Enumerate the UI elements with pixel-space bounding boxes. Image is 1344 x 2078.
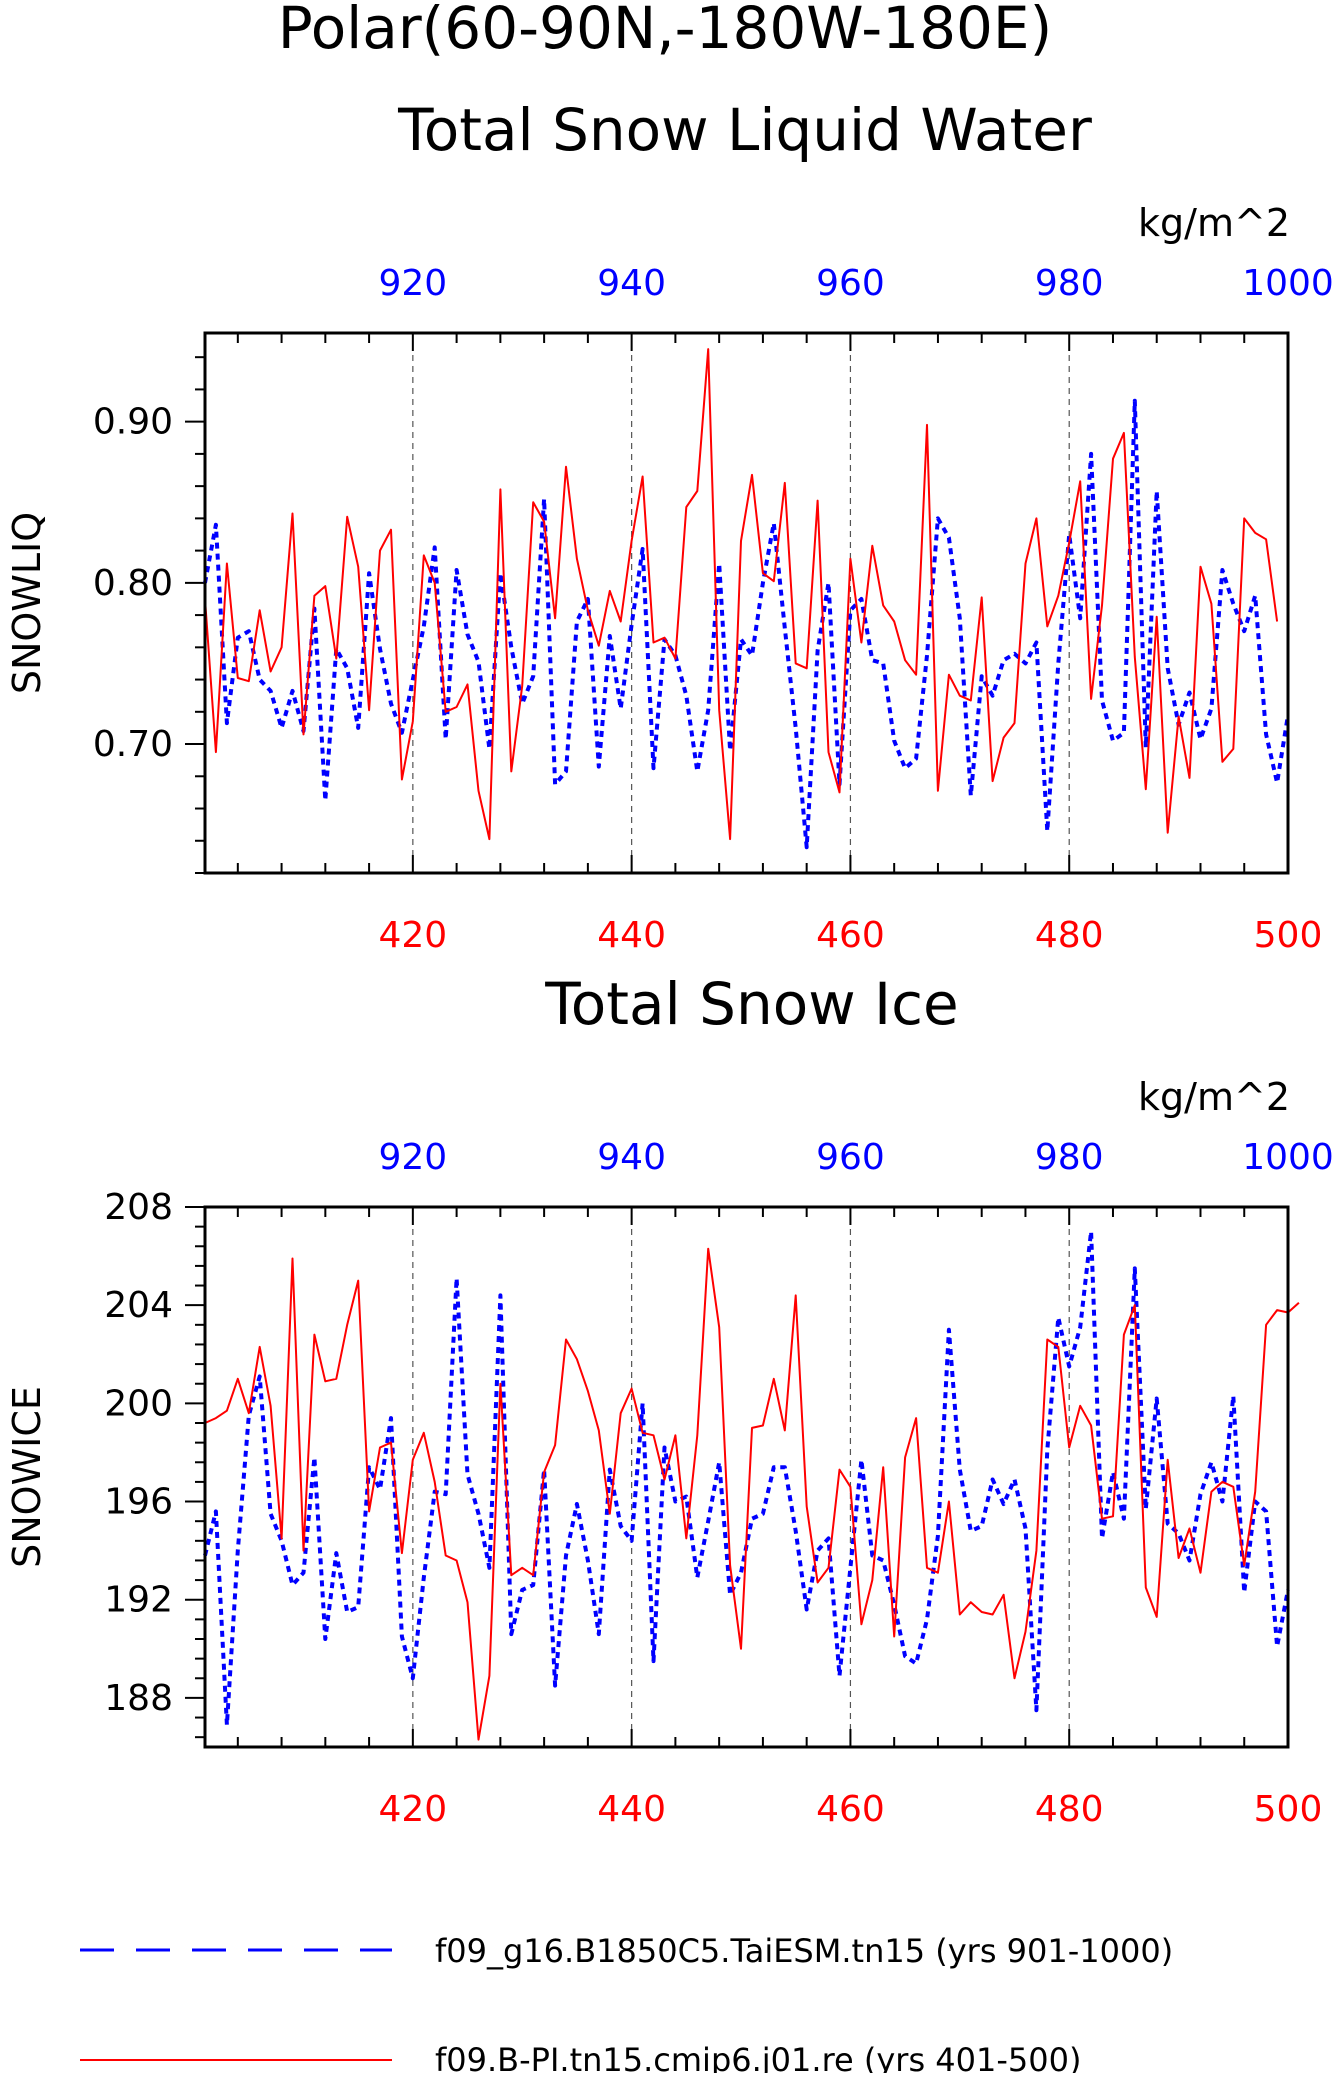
snowliq-xtick-label-top: 960 — [816, 263, 885, 304]
snowliq-ytick-label: 0.70 — [93, 724, 173, 765]
snowliq-xtick-label-bottom: 420 — [378, 915, 447, 956]
snowliq-series-red — [204, 348, 1279, 841]
panel1-units: kg/m^2 — [1138, 201, 1290, 245]
snowice-xtick-label-bottom: 440 — [597, 1789, 666, 1830]
figure-title-line1: Polar(60-90N,-180W-180E) — [278, 0, 1052, 62]
snowice-ylabel: SNOWICE — [5, 1386, 49, 1568]
snowice-ytick-label: 200 — [104, 1383, 173, 1424]
snowice-ytick-label: 208 — [104, 1187, 173, 1228]
snowice-plot-frame — [203, 1205, 1290, 1749]
snowliq-xtick-label-top: 920 — [378, 263, 447, 304]
legend: f09_g16.B1850C5.TaiESM.tn15 (yrs 901-100… — [80, 1932, 1173, 2078]
snowliq-xtick-label-bottom: 500 — [1254, 915, 1323, 956]
snowice-xtick-label-top: 1000 — [1242, 1137, 1334, 1178]
panel2-units: kg/m^2 — [1138, 1075, 1290, 1119]
snowice-xtick-label-bottom: 420 — [378, 1789, 447, 1830]
panel-snowliq: 0.70 0.80 0.90 420 440 460 480 500 920 940 960 980 1… — [5, 263, 1334, 956]
snowliq-plot-frame — [203, 331, 1290, 875]
snowice-xtick-label-bottom: 500 — [1254, 1789, 1323, 1830]
snowice-ytick-label: 196 — [104, 1482, 173, 1523]
snowliq-ytick-label: 0.80 — [93, 563, 173, 604]
snowice-ytick-label: 192 — [104, 1580, 173, 1621]
snowliq-xtick-label-top: 1000 — [1242, 263, 1334, 304]
snowliq-ylabel: SNOWLIQ — [5, 512, 49, 694]
snowice-xtick-label-bottom: 460 — [816, 1789, 885, 1830]
snowice-xtick-label-top: 920 — [378, 1137, 447, 1178]
snowliq-xtick-label-bottom: 440 — [597, 915, 666, 956]
legend-red-label: f09.B-PI.tn15.cmip6.j01.re (yrs 401-500) — [435, 2041, 1081, 2073]
snowice-xtick-label-top: 940 — [597, 1137, 666, 1178]
snowliq-xtick-label-bottom: 480 — [1035, 915, 1104, 956]
legend-blue-label: f09_g16.B1850C5.TaiESM.tn15 (yrs 901-100… — [435, 1932, 1173, 1970]
snowliq-xtick-label-top: 940 — [597, 263, 666, 304]
panel1-title: Total Snow Liquid Water — [397, 96, 1092, 164]
panel2-title: Total Snow Ice — [544, 970, 959, 1038]
snowice-ytick-label: 188 — [104, 1678, 173, 1719]
snowice-series-red — [204, 1247, 1300, 1741]
panel-snowice: 188 192 196 200 204 208 420 440 460 480 500 920 940 9… — [5, 1137, 1334, 1830]
snowice-xtick-label-bottom: 480 — [1035, 1789, 1104, 1830]
snowice-xtick-label-top: 960 — [816, 1137, 885, 1178]
snowice-ytick-label: 204 — [104, 1285, 173, 1326]
snowliq-xtick-label-top: 980 — [1035, 263, 1104, 304]
snowliq-ytick-label: 0.90 — [93, 402, 173, 443]
snowliq-xtick-label-bottom: 460 — [816, 915, 885, 956]
snowice-xtick-label-top: 980 — [1035, 1137, 1104, 1178]
